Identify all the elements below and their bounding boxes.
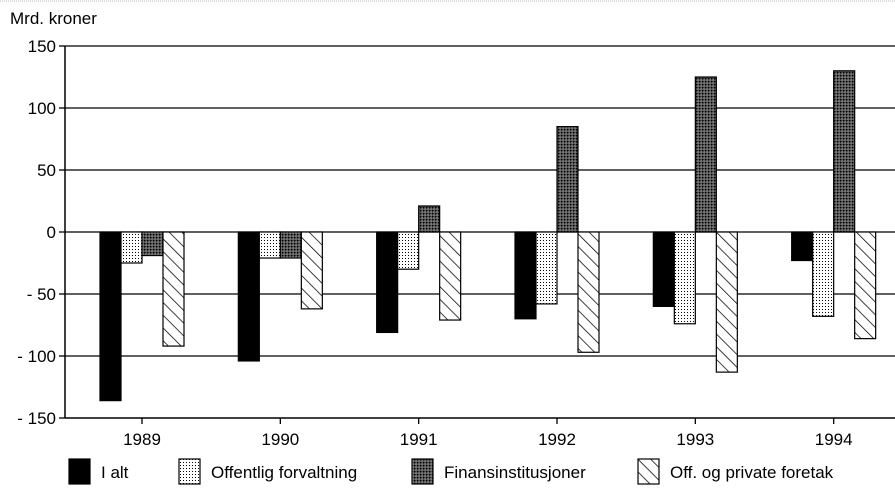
bar-1990-off-og-private-foretak (300, 231, 323, 310)
y-tick-label: 0 (47, 223, 56, 242)
bar-1990-offentlig-forvaltning (258, 231, 281, 259)
bar-1993-finansinstitusjoner (694, 76, 717, 233)
bar-1991-off-og-private-foretak (439, 231, 462, 321)
bar-1989-off-og-private-foretak (162, 231, 185, 347)
legend-swatch (637, 458, 660, 485)
bar-1990-i-alt (237, 231, 260, 362)
x-tick-label: 1991 (400, 430, 438, 449)
bar-1992-i-alt (514, 231, 537, 320)
x-axis-ticks: 1989 1990 1991 1992 1993 1994 (123, 418, 853, 449)
bar-1992-off-og-private-foretak (577, 231, 600, 353)
y-axis-ticks: 150 100 50 0 - 50 - 100 - 150 (17, 37, 65, 428)
x-tick-label: 1989 (123, 430, 161, 449)
axes (64, 46, 895, 419)
bar-1994-off-og-private-foretak (854, 231, 877, 340)
legend-swatch (68, 458, 91, 485)
y-tick-label: 150 (28, 37, 56, 56)
x-tick-label: 1990 (261, 430, 299, 449)
bar-1992-finansinstitusjoner (556, 125, 579, 233)
y-tick-label: 100 (28, 99, 56, 118)
bar-1990-finansinstitusjoner (279, 231, 302, 259)
grid-lines (65, 45, 895, 357)
legend-label: I alt (101, 463, 129, 482)
legend-swatch (411, 458, 434, 485)
x-tick-label: 1994 (815, 430, 853, 449)
bar-1994-i-alt (791, 231, 814, 262)
legend-label: Offentlig forvaltning (211, 463, 357, 482)
y-tick-label: - 50 (27, 285, 56, 304)
bars (99, 70, 877, 402)
bar-1994-offentlig-forvaltning (812, 231, 835, 317)
bar-1992-offentlig-forvaltning (535, 231, 558, 305)
bar-1991-offentlig-forvaltning (397, 231, 420, 270)
y-axis-label: Mrd. kroner (10, 9, 97, 28)
bar-1989-finansinstitusjoner (141, 231, 164, 257)
y-tick-label: - 100 (17, 347, 56, 366)
bar-1989-i-alt (99, 231, 122, 402)
legend-label: Off. og private foretak (670, 463, 834, 482)
bar-1993-i-alt (652, 231, 675, 308)
bar-1989-offentlig-forvaltning (120, 231, 143, 264)
y-tick-label: - 150 (17, 409, 56, 428)
bar-1991-finansinstitusjoner (418, 205, 441, 233)
bar-1993-off-og-private-foretak (715, 231, 738, 373)
y-tick-label: 50 (37, 161, 56, 180)
legend-swatch (178, 458, 201, 485)
legend: I alt Offentlig forvaltning Finansinstitus… (68, 458, 834, 485)
bar-1991-i-alt (376, 231, 399, 334)
x-tick-label: 1993 (676, 430, 714, 449)
bar-1994-finansinstitusjoner (833, 70, 856, 233)
legend-label: Finansinstitusjoner (444, 463, 586, 482)
x-tick-label: 1992 (538, 430, 576, 449)
bar-1993-offentlig-forvaltning (673, 231, 696, 325)
